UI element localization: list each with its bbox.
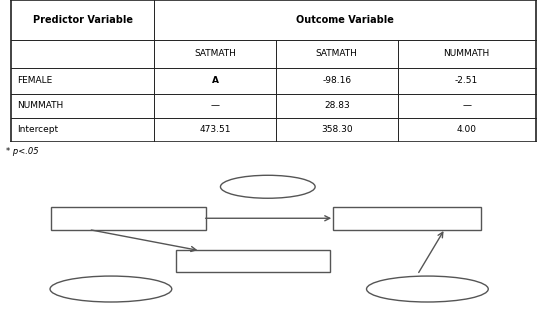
Bar [51,207,206,230]
Text: Predictor Variable: Predictor Variable [32,15,133,25]
Text: -2.51: -2.51 [455,76,478,85]
Bar [176,251,330,272]
Text: —: — [462,101,471,110]
Text: NUMMATH: NUMMATH [17,101,63,110]
Text: Intercept: Intercept [17,125,58,134]
Text: SATMATH: SATMATH [194,49,236,58]
Bar [333,207,481,230]
Text: NUMMATH: NUMMATH [444,49,490,58]
Text: FEMALE: FEMALE [17,76,52,85]
Text: 4.00: 4.00 [457,125,477,134]
Text: 358.30: 358.30 [321,125,353,134]
Text: A: A [212,76,219,85]
Ellipse shape [221,175,315,198]
Text: 28.83: 28.83 [324,101,349,110]
Text: SATMATH: SATMATH [316,49,358,58]
Ellipse shape [367,276,489,302]
Text: -98.16: -98.16 [322,76,351,85]
Ellipse shape [50,276,171,302]
Text: —: — [210,101,220,110]
Text: * p<.05: * p<.05 [6,148,39,156]
Text: Outcome Variable: Outcome Variable [296,15,394,25]
Text: 473.51: 473.51 [199,125,231,134]
